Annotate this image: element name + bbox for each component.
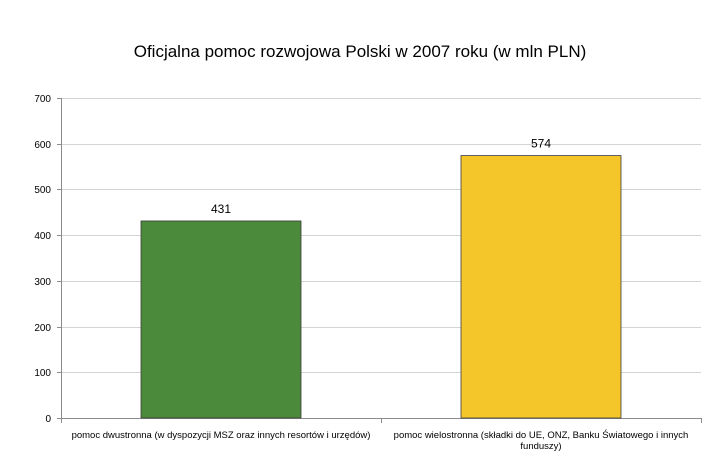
category-label-bilateral: pomoc dwustronna (w dyspozycji MSZ oraz … bbox=[71, 430, 371, 441]
data-label-0: 431 bbox=[211, 202, 231, 216]
data-labels: 431 574 bbox=[211, 137, 551, 216]
bars bbox=[140, 155, 622, 419]
bar-0 bbox=[140, 220, 302, 419]
bar-1 bbox=[460, 155, 622, 419]
category-label-multilateral: pomoc wielostronna (składki do UE, ONZ, … bbox=[393, 430, 689, 452]
y-tick-label: 500 bbox=[34, 185, 51, 196]
chart-title: Oficjalna pomoc rozwojowa Polski w 2007 … bbox=[133, 42, 587, 61]
y-tick-label: 100 bbox=[34, 368, 51, 379]
axes: 0 100 200 300 400 500 600 700 bbox=[34, 94, 702, 425]
y-tick-label: 300 bbox=[34, 277, 51, 288]
y-tick-label: 400 bbox=[34, 231, 51, 242]
y-tick-label: 700 bbox=[34, 94, 51, 105]
y-tick-label: 0 bbox=[45, 414, 51, 425]
y-tick-label: 600 bbox=[34, 140, 51, 151]
y-tick-label: 200 bbox=[34, 323, 51, 334]
data-label-1: 574 bbox=[531, 137, 551, 151]
